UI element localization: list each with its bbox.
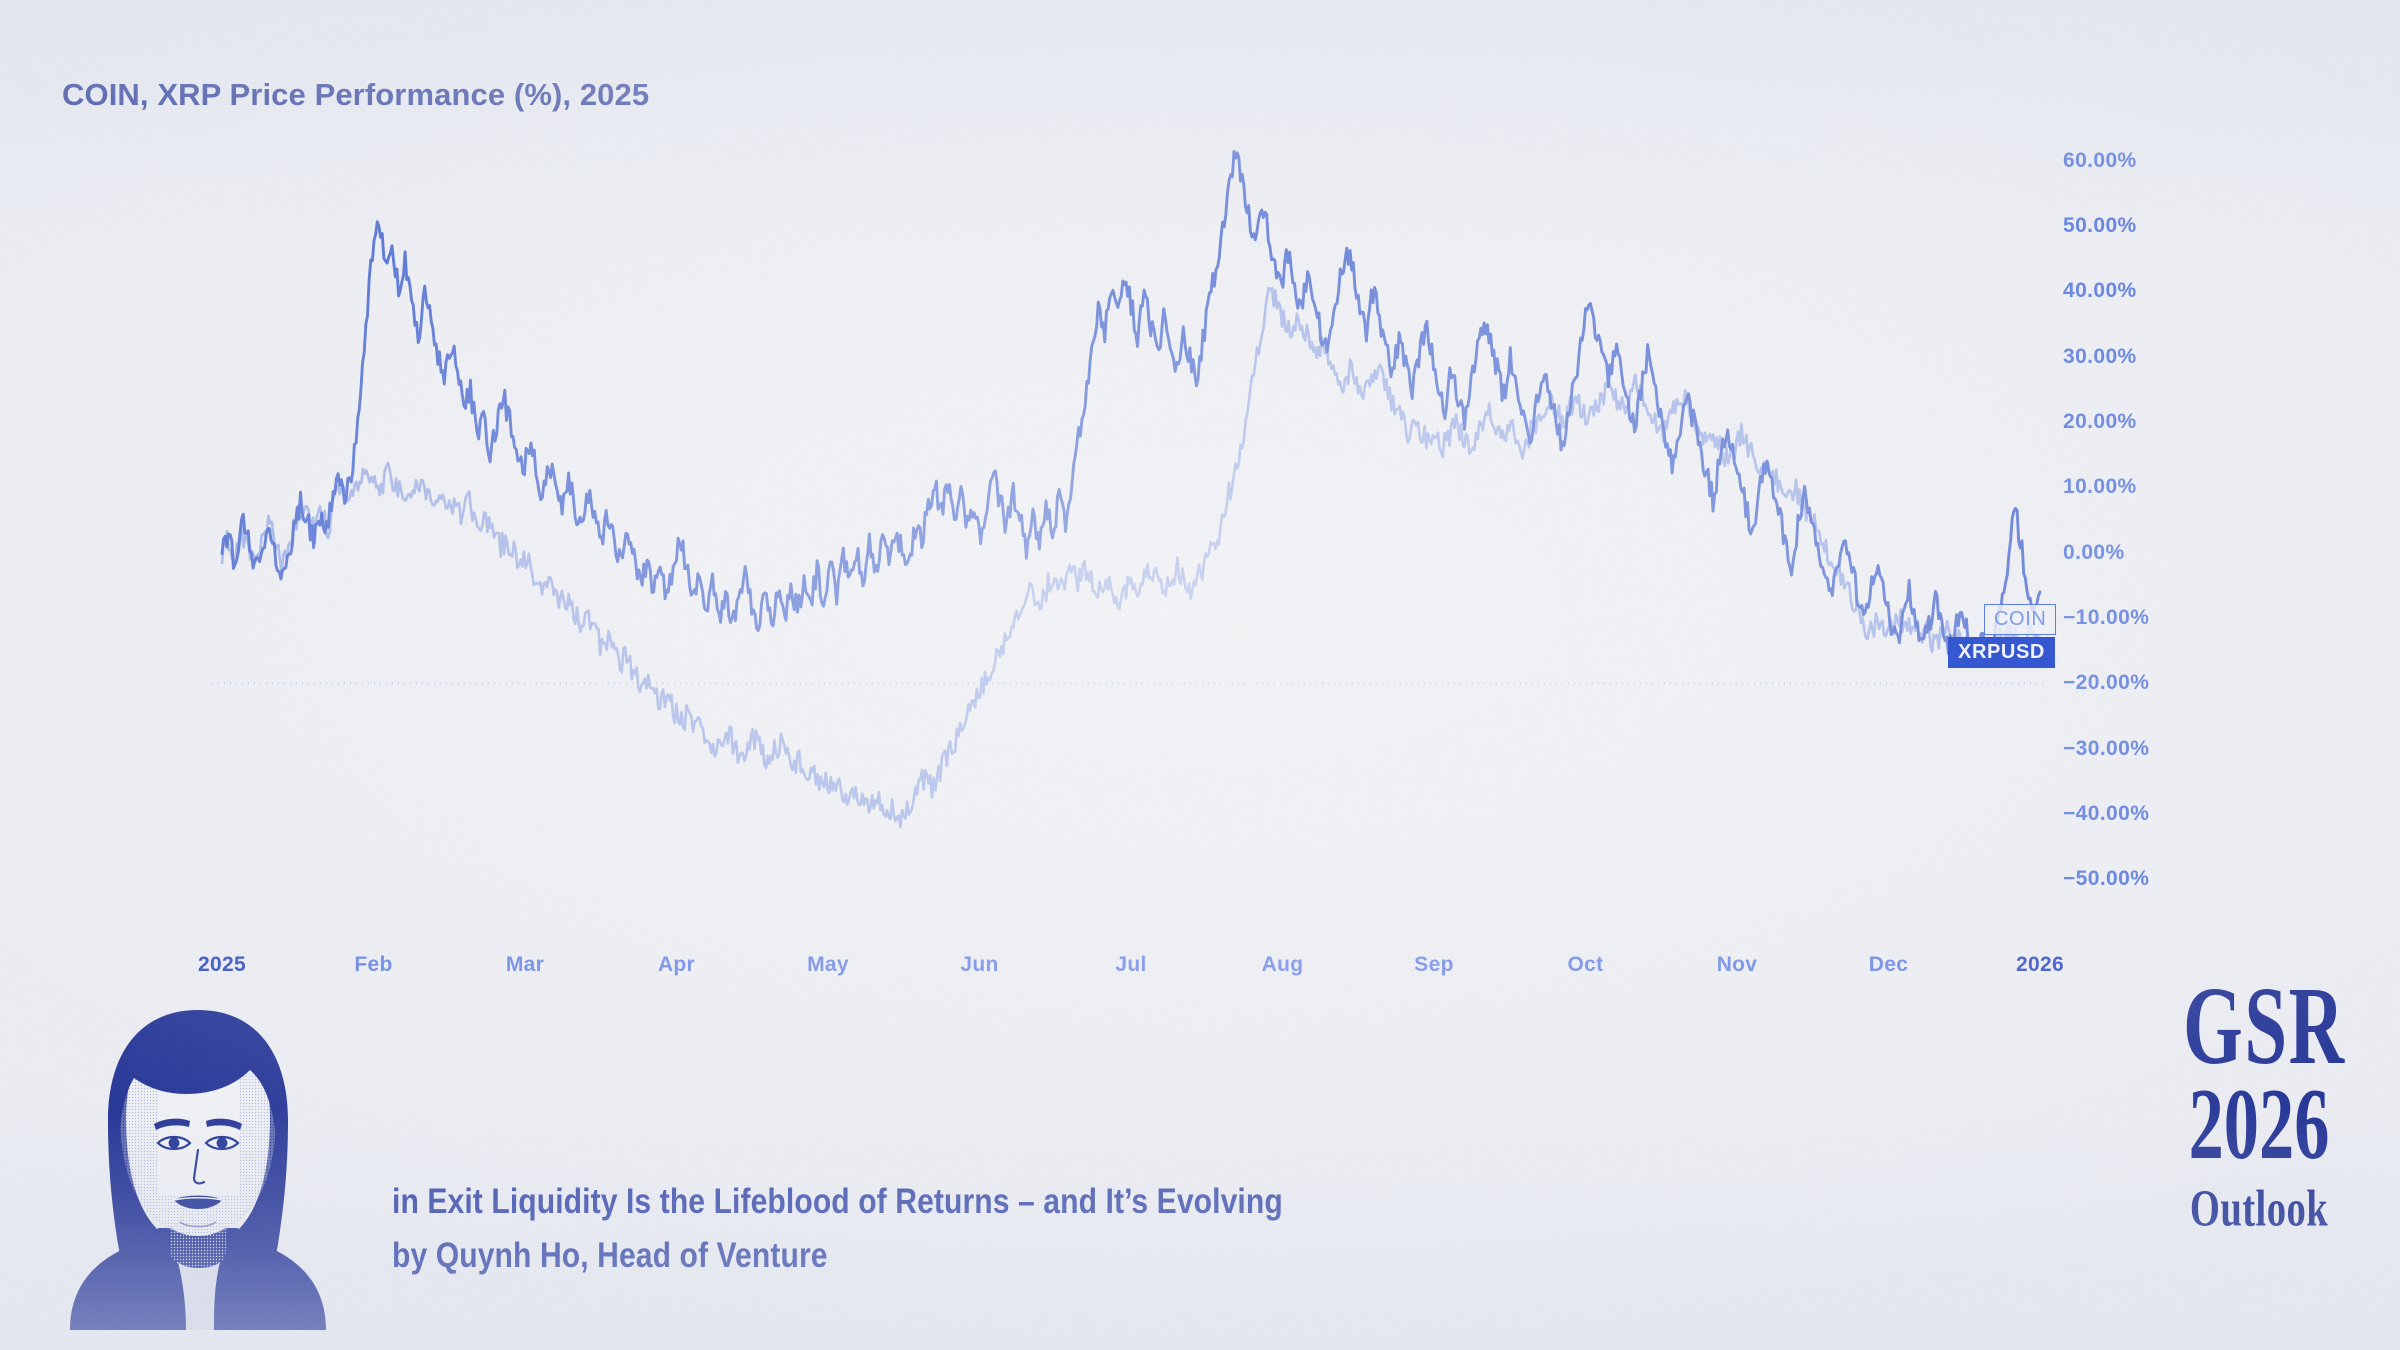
- x-tick-label: Jul: [1115, 953, 1147, 976]
- gsr-logo: GSR 2026 Outlook: [2164, 963, 2354, 1234]
- x-tick-label: Apr: [657, 953, 696, 976]
- x-tick-label: Dec: [1868, 953, 1909, 976]
- portrait-halftone-illustration: [70, 1010, 326, 1330]
- logo-subtitle: Outlook: [2189, 1179, 2329, 1237]
- y-tick-label: 40.00%: [2063, 279, 2137, 303]
- series-lines: [220, 150, 2042, 829]
- x-tick-label: Feb: [354, 953, 393, 976]
- avatar: [62, 1000, 334, 1330]
- y-tick-label: 10.00%: [2063, 475, 2137, 499]
- x-tick-label: Nov: [1716, 953, 1758, 976]
- x-tick-label: Mar: [505, 953, 545, 976]
- article-caption: in Exit Liquidity Is the Lifeblood of Re…: [392, 1182, 1428, 1276]
- y-tick-label: −30.00%: [2063, 736, 2150, 760]
- y-tick-label: 20.00%: [2063, 410, 2137, 433]
- y-tick-label: −10.00%: [2063, 606, 2150, 629]
- y-tick-label: 60.00%: [2063, 148, 2137, 172]
- y-tick-label: −40.00%: [2063, 802, 2150, 825]
- y-tick-label: 50.00%: [2063, 214, 2137, 237]
- y-tick-label: 0.00%: [2063, 540, 2125, 564]
- x-tick-label: 2026: [2016, 953, 2064, 976]
- x-tick-label: Oct: [1567, 953, 1604, 976]
- x-tick-label: May: [807, 953, 849, 976]
- caption-line-2: by Quynh Ho, Head of Venture: [392, 1236, 828, 1275]
- series-line-xrpusd: [220, 286, 2042, 829]
- series-label-coin[interactable]: COIN: [1984, 604, 2057, 635]
- x-tick-label: Jun: [960, 953, 999, 976]
- x-tick-label: 2025: [198, 953, 246, 976]
- caption-line-1: in Exit Liquidity Is the Lifeblood of Re…: [392, 1182, 1283, 1221]
- logo-wordmark: GSR: [2183, 963, 2346, 1088]
- logo-year: 2026: [2188, 1069, 2330, 1182]
- x-tick-label: Aug: [1261, 953, 1304, 976]
- y-tick-label: 30.00%: [2063, 344, 2137, 368]
- y-tick-label: −50.00%: [2063, 867, 2150, 891]
- series-label-xrpusd[interactable]: XRPUSD: [1948, 637, 2055, 668]
- page-title: COIN, XRP Price Performance (%), 2025: [62, 77, 650, 112]
- x-tick-label: Sep: [1414, 953, 1454, 976]
- y-tick-label: −20.00%: [2063, 671, 2150, 695]
